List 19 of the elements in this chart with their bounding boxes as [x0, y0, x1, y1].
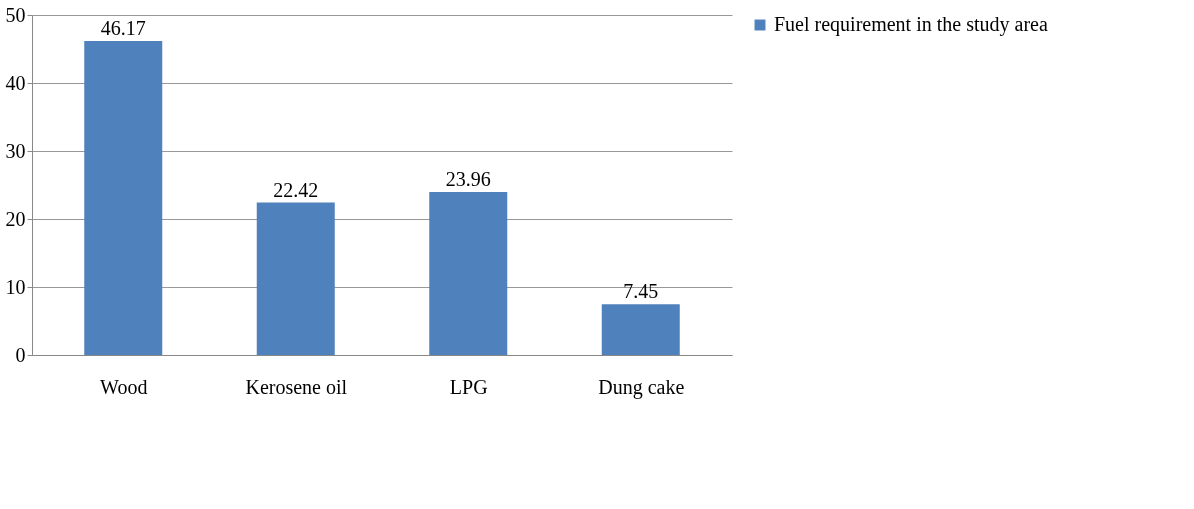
bar	[84, 41, 163, 355]
y-tick-label: 10	[5, 275, 26, 298]
x-tick-label: LPG	[449, 375, 488, 398]
y-tick-label: 40	[5, 71, 26, 94]
x-tick-label: Kerosene oil	[245, 375, 348, 398]
data-label: 23.96	[445, 168, 491, 191]
legend-label: Fuel requirement in the study area	[774, 13, 1048, 36]
x-tick-label: Dung cake	[598, 375, 685, 399]
x-tick-label: Wood	[100, 375, 148, 398]
data-label: 46.17	[100, 17, 146, 40]
data-label: 22.42	[273, 178, 319, 201]
data-label: 7.45	[623, 280, 659, 303]
y-tick-label: 0	[15, 343, 26, 366]
y-tick-label: 20	[5, 207, 26, 230]
bar	[601, 304, 680, 355]
y-tick-label: 50	[5, 3, 26, 26]
bar	[256, 202, 335, 355]
bar	[429, 192, 508, 355]
y-tick-label: 30	[5, 139, 26, 162]
